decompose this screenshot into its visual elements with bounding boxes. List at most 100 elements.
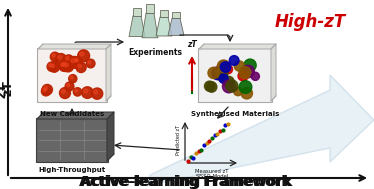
FancyBboxPatch shape	[198, 48, 272, 102]
Polygon shape	[168, 18, 184, 35]
Circle shape	[50, 52, 59, 61]
Circle shape	[75, 89, 78, 92]
Circle shape	[67, 84, 70, 87]
Circle shape	[61, 89, 65, 93]
Circle shape	[80, 52, 84, 56]
Circle shape	[42, 84, 52, 95]
Text: Active-learning Framework: Active-learning Framework	[81, 175, 293, 189]
Text: zT: zT	[187, 40, 197, 49]
Polygon shape	[199, 44, 276, 49]
Circle shape	[65, 63, 68, 67]
Circle shape	[64, 55, 74, 65]
Circle shape	[69, 75, 77, 83]
Circle shape	[82, 87, 93, 98]
Circle shape	[49, 62, 59, 72]
Circle shape	[212, 70, 222, 80]
Circle shape	[49, 64, 52, 67]
Polygon shape	[37, 112, 114, 119]
Text: SISSO-Model: SISSO-Model	[195, 174, 229, 179]
FancyBboxPatch shape	[36, 118, 108, 162]
Circle shape	[63, 61, 73, 72]
Circle shape	[219, 61, 228, 70]
Circle shape	[229, 56, 239, 65]
FancyBboxPatch shape	[37, 48, 107, 102]
Text: High-Throughput: High-Throughput	[39, 167, 105, 173]
Circle shape	[78, 50, 90, 62]
Polygon shape	[150, 75, 374, 185]
Text: Measured zT: Measured zT	[195, 169, 229, 174]
Circle shape	[223, 76, 234, 88]
Polygon shape	[38, 44, 111, 49]
Circle shape	[44, 86, 47, 90]
Polygon shape	[107, 112, 114, 161]
Circle shape	[52, 54, 55, 57]
Circle shape	[43, 88, 46, 92]
Circle shape	[86, 59, 95, 68]
Circle shape	[215, 67, 228, 79]
Circle shape	[42, 87, 50, 96]
Text: Synthesised Materials: Synthesised Materials	[191, 111, 279, 117]
Circle shape	[51, 64, 55, 67]
Circle shape	[224, 65, 233, 74]
Circle shape	[71, 59, 75, 63]
Bar	[172, 12, 180, 18]
Circle shape	[75, 58, 78, 61]
Text: High-zT: High-zT	[275, 13, 346, 31]
Circle shape	[76, 62, 86, 73]
Circle shape	[223, 80, 235, 93]
Circle shape	[217, 60, 230, 73]
Circle shape	[239, 67, 251, 79]
Circle shape	[94, 90, 97, 94]
Circle shape	[75, 59, 78, 62]
Circle shape	[215, 69, 227, 81]
Text: Active-learning Framework: Active-learning Framework	[79, 175, 291, 189]
Circle shape	[69, 57, 80, 68]
Polygon shape	[271, 44, 276, 101]
Circle shape	[59, 88, 70, 98]
Circle shape	[88, 61, 91, 64]
Bar	[160, 10, 168, 17]
Bar	[133, 8, 141, 16]
Circle shape	[238, 71, 248, 81]
Circle shape	[59, 61, 69, 71]
Text: zT: zT	[2, 80, 15, 96]
Text: Experiments: Experiments	[128, 48, 182, 57]
Circle shape	[241, 88, 252, 99]
Circle shape	[65, 82, 74, 91]
Polygon shape	[106, 44, 111, 101]
Circle shape	[70, 76, 73, 79]
Circle shape	[78, 64, 82, 68]
Bar	[146, 4, 154, 13]
Circle shape	[219, 74, 228, 83]
Text: zT: zT	[0, 82, 9, 98]
Circle shape	[244, 59, 256, 71]
Polygon shape	[129, 16, 145, 37]
Text: New Candidates: New Candidates	[40, 111, 104, 117]
Circle shape	[234, 87, 242, 96]
Circle shape	[205, 81, 215, 91]
Circle shape	[65, 57, 69, 60]
Circle shape	[84, 89, 88, 93]
Circle shape	[73, 88, 82, 96]
Polygon shape	[142, 13, 158, 38]
Circle shape	[211, 67, 224, 79]
Circle shape	[220, 62, 231, 72]
Circle shape	[92, 88, 103, 99]
Circle shape	[251, 72, 260, 80]
Circle shape	[47, 62, 56, 71]
Circle shape	[62, 62, 66, 66]
Circle shape	[56, 53, 67, 64]
Text: Predicted zT: Predicted zT	[177, 125, 181, 155]
Circle shape	[226, 80, 238, 92]
Circle shape	[239, 81, 252, 93]
Circle shape	[242, 65, 254, 78]
Circle shape	[74, 58, 82, 66]
Polygon shape	[156, 17, 172, 36]
Circle shape	[60, 60, 71, 71]
Circle shape	[61, 63, 64, 67]
Circle shape	[73, 57, 82, 66]
Circle shape	[234, 61, 245, 71]
Circle shape	[208, 67, 219, 79]
Circle shape	[206, 82, 217, 92]
Circle shape	[58, 55, 61, 59]
